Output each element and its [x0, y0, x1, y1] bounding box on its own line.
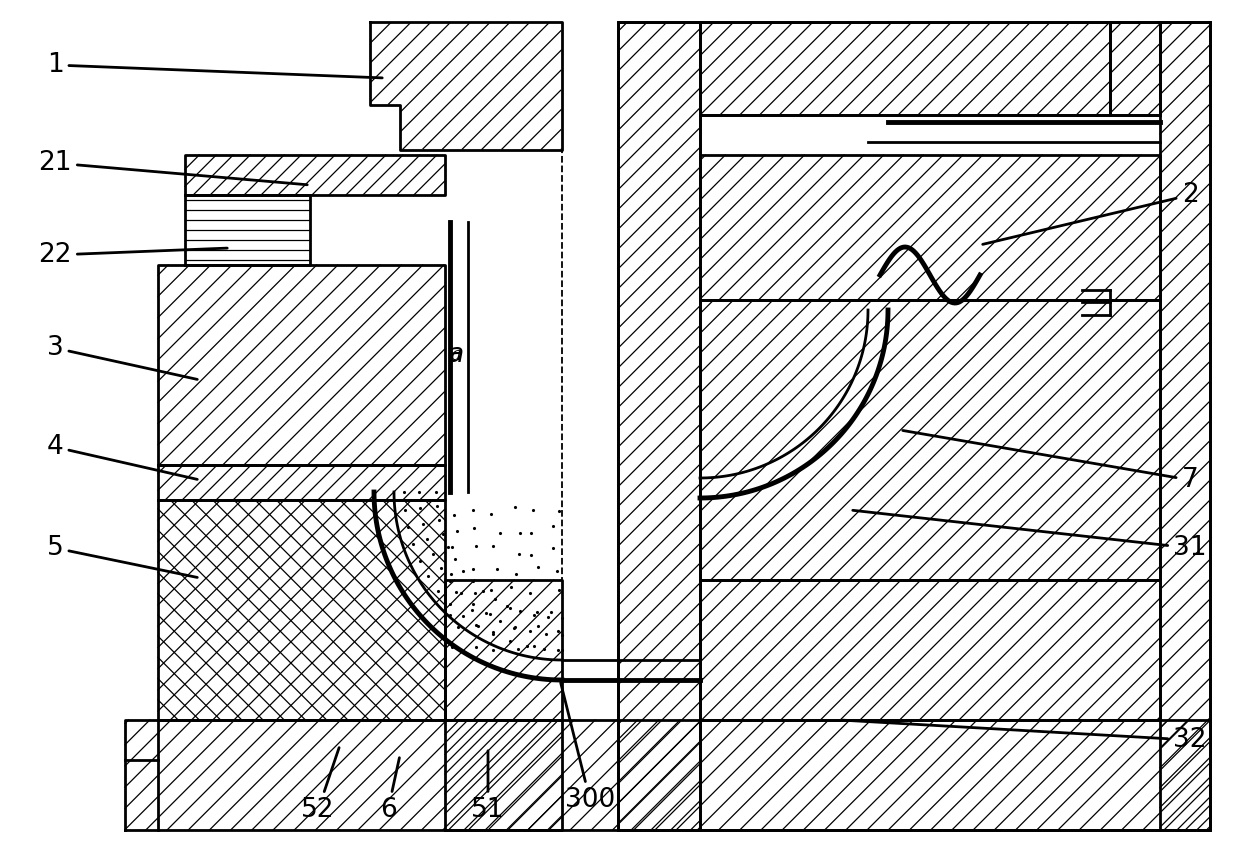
Polygon shape — [157, 465, 445, 500]
Text: 4: 4 — [47, 434, 197, 480]
Text: 52: 52 — [301, 747, 339, 823]
Polygon shape — [445, 580, 562, 720]
Text: 2: 2 — [983, 182, 1198, 245]
Text: 22: 22 — [38, 242, 227, 268]
Text: 21: 21 — [38, 150, 308, 184]
Polygon shape — [701, 580, 1159, 720]
Polygon shape — [618, 22, 701, 830]
Text: 51: 51 — [471, 751, 505, 823]
Text: 1: 1 — [47, 52, 382, 78]
Text: 5: 5 — [47, 535, 197, 577]
Text: 6: 6 — [379, 758, 399, 823]
Polygon shape — [157, 500, 445, 720]
Polygon shape — [701, 22, 1110, 115]
Text: 300: 300 — [560, 683, 615, 813]
Polygon shape — [185, 155, 445, 195]
Polygon shape — [701, 300, 1159, 580]
Polygon shape — [701, 155, 1159, 300]
Text: a: a — [448, 342, 464, 368]
Polygon shape — [1110, 22, 1159, 115]
Polygon shape — [157, 265, 445, 465]
Polygon shape — [1159, 22, 1210, 830]
Polygon shape — [125, 720, 1210, 830]
Polygon shape — [701, 115, 1110, 830]
Text: a: a — [450, 346, 461, 364]
Polygon shape — [370, 22, 562, 150]
Text: 7: 7 — [903, 431, 1198, 493]
Text: 3: 3 — [47, 335, 197, 379]
Text: 31: 31 — [853, 511, 1207, 561]
Text: 32: 32 — [843, 720, 1207, 753]
Polygon shape — [445, 720, 562, 830]
Polygon shape — [185, 195, 310, 265]
